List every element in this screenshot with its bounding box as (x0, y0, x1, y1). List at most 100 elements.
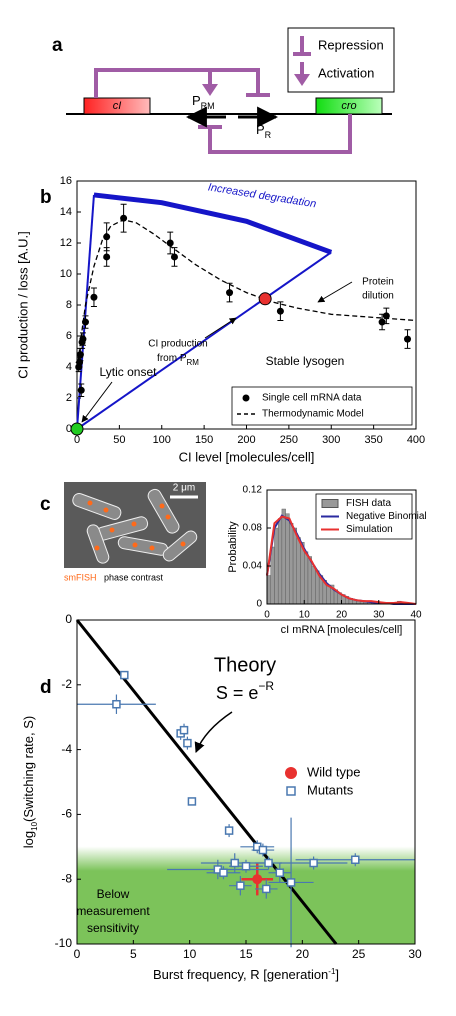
y-tick-label: 2 (66, 392, 72, 404)
mutant-point (264, 858, 273, 868)
annotation: Increased degradation (207, 181, 317, 210)
y-axis-label-part: log (21, 831, 36, 848)
histogram-bar (311, 565, 316, 605)
repression-path (208, 114, 352, 154)
repression-symbol (293, 36, 311, 56)
fish-spot (180, 541, 186, 547)
model-line (76, 251, 332, 430)
histogram-bar (277, 518, 283, 605)
data-point (166, 239, 174, 247)
annotation: Stable lysogen (266, 354, 345, 368)
mutant-point (275, 868, 285, 877)
data-point (103, 253, 111, 261)
annotation-arrow (81, 381, 113, 423)
x-axis-label: cI mRNA [molecules/cell] (281, 624, 403, 636)
promoter-label-main: P (256, 122, 265, 137)
data-point (90, 293, 98, 301)
panel-label: a (52, 35, 63, 56)
mutant-point (258, 845, 268, 855)
legend-label: Mutants (307, 782, 354, 797)
mutant-point (179, 725, 189, 735)
mutant-point (112, 699, 121, 709)
histogram-bar (304, 551, 309, 605)
fish-spot (159, 503, 165, 509)
histogram-bar (266, 575, 271, 605)
y-tick-label: 8 (66, 299, 72, 311)
legend-symbol (242, 394, 250, 402)
annotation-arrow (317, 281, 353, 303)
x-tick-label: 40 (410, 610, 422, 621)
x-tick-label: 100 (153, 434, 171, 446)
annotation: Lytic onset (100, 365, 158, 379)
y-tick-label: -4 (61, 742, 72, 756)
y-tick-label: -2 (61, 677, 72, 691)
mutant-point (120, 670, 129, 680)
x-tick-label: 150 (195, 434, 213, 446)
histogram-bar (281, 508, 286, 605)
histogram-bar (285, 513, 290, 605)
x-tick-label: 10 (183, 947, 197, 961)
model-line (76, 194, 95, 430)
x-tick-label: 10 (299, 610, 311, 621)
legend-label: Thermodynamic Model (262, 409, 364, 420)
x-tick-label: 15 (239, 947, 253, 961)
mutant-point (241, 861, 251, 871)
mutant-point (187, 797, 197, 806)
theory-formula: S = e−R (216, 679, 275, 703)
promoter-label-sub: R (265, 130, 272, 140)
x-tick-label: 25 (352, 947, 366, 961)
histogram-bar (289, 523, 294, 605)
legend-text: Activation (318, 65, 374, 80)
legend-symbol (285, 767, 297, 779)
x-axis-label-part: Burst frequency, R [generation (153, 967, 328, 982)
x-tick-label: 200 (237, 434, 255, 446)
fish-spot (103, 507, 109, 513)
repression-path (94, 68, 260, 98)
wild-type-point (252, 874, 263, 885)
fit-line (266, 515, 417, 605)
histogram-bar (292, 527, 298, 605)
x-tick-label: 300 (322, 434, 340, 446)
y-tick-label: 0 (256, 599, 262, 610)
x-tick-label: 30 (373, 610, 385, 621)
y-tick-label: 0 (66, 423, 72, 435)
y-tick-label: 16 (60, 175, 72, 187)
histogram-bar (307, 556, 312, 605)
theory-arrow (194, 711, 233, 753)
x-axis-label-part: -1 (328, 967, 336, 976)
data-point (276, 307, 284, 315)
x-tick-label: 50 (113, 434, 125, 446)
x-tick-label: 0 (74, 947, 81, 961)
y-tick-label: -6 (61, 807, 72, 821)
fish-spot (149, 545, 155, 551)
data-point (77, 386, 85, 394)
y-tick-label: 0 (65, 612, 72, 626)
mutant-point (262, 884, 271, 894)
promoter-label: PR (256, 122, 272, 140)
x-tick-label: 400 (407, 434, 425, 446)
legend-label: FISH data (346, 498, 391, 509)
theory-formula-part: S = e (216, 683, 259, 703)
mutant-point (309, 858, 318, 868)
legend-label: Single cell mRNA data (262, 393, 362, 404)
data-point (226, 289, 234, 297)
fish-spot (94, 545, 100, 551)
fish-spot (109, 527, 115, 533)
cell (86, 524, 110, 564)
thermodynamic-curve (76, 219, 417, 371)
y-tick-label: 10 (60, 268, 72, 280)
theory-formula-part: −R (258, 679, 274, 693)
activation-head (294, 74, 310, 86)
annotation: dilution (362, 291, 394, 302)
promoter-label-main: P (192, 93, 201, 108)
promoter-label-sub: RM (201, 101, 215, 111)
mutant-point (219, 868, 228, 877)
micrograph: 2 μm smFISH phase contrast (64, 482, 206, 582)
state-point (258, 292, 272, 306)
histogram-bar (296, 537, 301, 605)
x-tick-label: 350 (364, 434, 382, 446)
legend-text: Repression (318, 37, 384, 52)
mutant-point (183, 738, 192, 748)
